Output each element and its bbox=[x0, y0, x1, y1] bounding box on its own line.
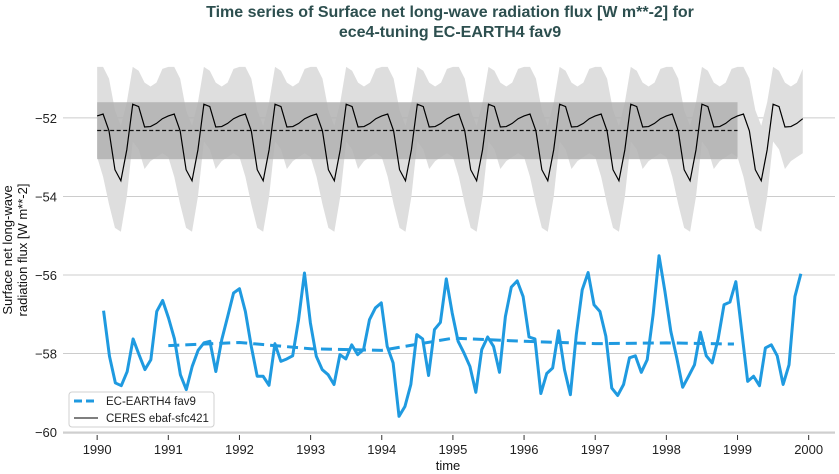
x-tick-label: 1990 bbox=[83, 442, 112, 457]
chart-title-line1: Time series of Surface net long-wave rad… bbox=[206, 4, 694, 21]
model-annual-mean-line bbox=[168, 336, 734, 352]
x-tick-label: 1991 bbox=[154, 442, 183, 457]
legend-label-model: EC-EARTH4 fav9 bbox=[106, 396, 196, 408]
x-axis-label: time bbox=[436, 458, 461, 473]
x-tick-label: 1992 bbox=[225, 442, 254, 457]
y-axis-label-line1: Surface net long-wave bbox=[0, 185, 15, 314]
model-monthly-line bbox=[102, 254, 803, 418]
x-axis: 1990 1991 1992 1993 1994 1995 1996 1997 1998 1999… bbox=[63, 432, 835, 457]
x-tick-label: 1999 bbox=[723, 442, 752, 457]
y-axis-label-line2: radiation flux [W m**-2] bbox=[15, 184, 30, 317]
x-tick-label: 1995 bbox=[438, 442, 467, 457]
y-tick-label: −56 bbox=[35, 268, 57, 283]
x-tick-label: 1993 bbox=[296, 442, 325, 457]
ceres-climatology-line bbox=[96, 103, 804, 183]
y-tick-label: −52 bbox=[35, 111, 57, 126]
chart-title-line2: ece4-tuning EC-EARTH4 fav9 bbox=[339, 24, 561, 41]
ceres-bands bbox=[97, 66, 803, 232]
y-tick-label: −60 bbox=[35, 425, 57, 440]
x-tick-label: 1997 bbox=[581, 442, 610, 457]
y-tick-label: −58 bbox=[35, 346, 57, 361]
x-tick-label: 1998 bbox=[652, 442, 681, 457]
y-tick-label: −54 bbox=[35, 189, 57, 204]
legend: EC-EARTH4 fav9 CERES ebaf-sfc421 bbox=[68, 391, 215, 428]
legend-label-ceres: CERES ebaf-sfc421 bbox=[106, 413, 209, 425]
series-lines bbox=[96, 103, 804, 418]
y-axis: −52 −54 −56 −58 −60 bbox=[35, 111, 57, 440]
legend-box bbox=[68, 391, 215, 428]
x-tick-label: 1994 bbox=[367, 442, 396, 457]
x-tick-label: 1996 bbox=[510, 442, 539, 457]
x-tick-label: 2000 bbox=[794, 442, 823, 457]
